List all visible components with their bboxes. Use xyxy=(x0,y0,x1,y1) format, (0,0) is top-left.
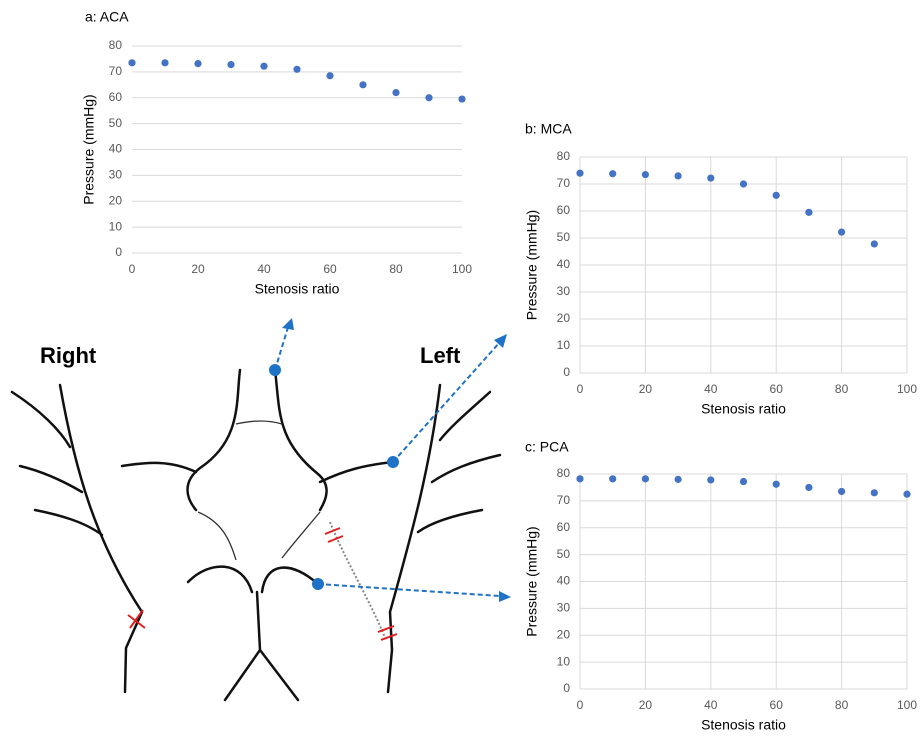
y-tick-label: 0 xyxy=(563,681,570,695)
x-tick-label: 100 xyxy=(452,262,472,276)
data-point xyxy=(293,65,301,73)
data-point xyxy=(870,489,878,497)
x-tick-label: 80 xyxy=(389,262,403,276)
data-point xyxy=(609,170,617,178)
y-tick-label: 50 xyxy=(557,547,571,561)
y-tick-label: 60 xyxy=(109,90,123,104)
plot-background xyxy=(530,127,919,423)
data-point xyxy=(576,475,584,483)
data-point xyxy=(641,475,650,483)
y-tick-label: 20 xyxy=(557,627,571,641)
y-tick-label: 10 xyxy=(557,338,571,352)
x-tick-label: 0 xyxy=(129,262,136,276)
y-tick-label: 0 xyxy=(115,245,122,259)
vessel-diagram xyxy=(10,318,511,702)
data-point xyxy=(805,483,813,492)
x-tick-label: 0 xyxy=(577,382,584,396)
data-point xyxy=(772,191,780,199)
data-point xyxy=(576,169,584,177)
y-tick-label: 70 xyxy=(557,493,571,507)
y-tick-label: 30 xyxy=(109,168,123,182)
x-tick-label: 100 xyxy=(897,382,917,396)
y-tick-label: 40 xyxy=(557,574,571,588)
y-tick-label: 70 xyxy=(109,64,123,78)
y-tick-label: 50 xyxy=(557,230,571,244)
data-point xyxy=(260,62,268,70)
y-tick-label: 70 xyxy=(557,176,571,190)
y-tick-label: 10 xyxy=(557,654,571,668)
data-point xyxy=(838,228,846,236)
plot-background xyxy=(530,444,919,737)
chart-title: b: MCA xyxy=(525,121,572,137)
y-tick-label: 80 xyxy=(557,466,571,480)
x-tick-label: 40 xyxy=(704,382,718,396)
plot-background xyxy=(82,16,474,303)
y-tick-label: 60 xyxy=(557,203,571,217)
data-point xyxy=(458,95,466,103)
side-label: Right xyxy=(40,343,97,368)
data-point xyxy=(707,174,715,182)
y-tick-label: 50 xyxy=(109,116,123,130)
x-tick-label: 60 xyxy=(770,382,784,396)
y-tick-label: 0 xyxy=(563,365,570,379)
y-tick-label: 40 xyxy=(109,142,123,156)
data-point xyxy=(609,475,617,483)
data-point xyxy=(326,72,334,80)
chart-title: a: ACA xyxy=(85,9,129,25)
y-tick-label: 60 xyxy=(557,520,571,534)
data-point xyxy=(739,477,748,486)
x-tick-label: 80 xyxy=(835,382,849,396)
data-point xyxy=(903,490,911,498)
data-point xyxy=(739,180,748,188)
data-point xyxy=(674,172,682,180)
x-tick-label: 40 xyxy=(704,698,718,712)
y-tick-label: 30 xyxy=(557,284,571,298)
x-tick-label: 80 xyxy=(835,698,849,712)
x-tick-label: 100 xyxy=(897,698,917,712)
x-tick-label: 20 xyxy=(191,262,205,276)
y-tick-label: 40 xyxy=(557,257,571,271)
data-point xyxy=(128,59,136,67)
data-point xyxy=(392,88,400,97)
data-point xyxy=(425,94,433,102)
y-axis-label: Pressure (mmHg) xyxy=(81,94,97,204)
data-point xyxy=(194,59,202,68)
x-tick-label: 60 xyxy=(323,262,337,276)
chart-title: c: PCA xyxy=(525,439,569,455)
y-tick-label: 20 xyxy=(109,193,123,207)
x-tick-label: 20 xyxy=(639,382,653,396)
data-point xyxy=(641,170,650,179)
x-tick-label: 40 xyxy=(257,262,271,276)
data-point xyxy=(227,61,235,69)
data-point xyxy=(870,240,878,248)
y-tick-label: 80 xyxy=(557,149,571,163)
side-label: Left xyxy=(420,343,461,368)
y-axis-label: Pressure (mmHg) xyxy=(524,526,540,636)
y-tick-label: 20 xyxy=(557,311,571,325)
data-point xyxy=(805,208,813,216)
y-axis-label: Pressure (mmHg) xyxy=(524,210,540,320)
x-tick-label: 60 xyxy=(770,698,784,712)
data-point xyxy=(161,59,169,67)
x-tick-label: 0 xyxy=(577,698,584,712)
data-point xyxy=(772,480,780,488)
data-point xyxy=(838,487,846,496)
data-point xyxy=(674,475,682,483)
data-point xyxy=(359,81,367,89)
data-point xyxy=(707,476,715,484)
x-axis-label: Stenosis ratio xyxy=(255,281,340,297)
y-tick-label: 10 xyxy=(109,219,123,233)
y-tick-label: 30 xyxy=(557,601,571,615)
x-axis-label: Stenosis ratio xyxy=(701,401,786,417)
y-tick-label: 80 xyxy=(109,38,123,52)
x-tick-label: 20 xyxy=(639,698,653,712)
x-axis-label: Stenosis ratio xyxy=(701,717,786,733)
